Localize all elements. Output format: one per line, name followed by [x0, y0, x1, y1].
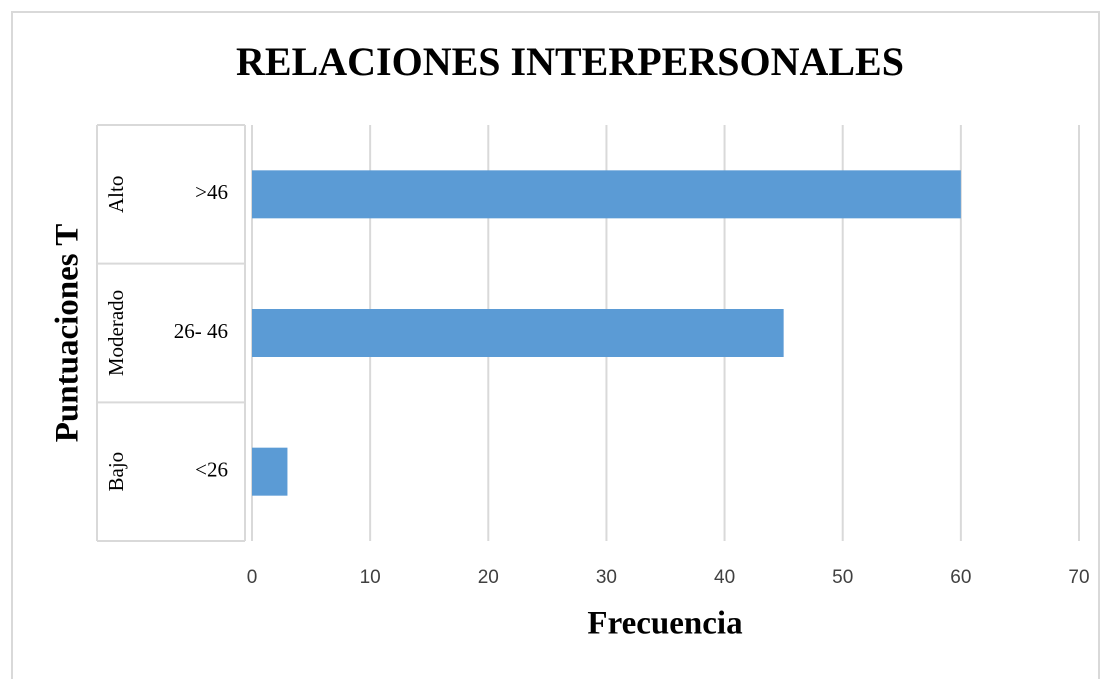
x-tick-label: 30	[596, 567, 617, 588]
y-tick-label: 26- 46	[174, 319, 228, 343]
group-label: Bajo	[104, 452, 128, 492]
bar	[252, 447, 288, 496]
chart-title: RELACIONES INTERPERSONALES	[236, 39, 904, 84]
x-tick-label: 60	[950, 567, 971, 588]
x-tick-label: 50	[832, 567, 853, 588]
x-tick-label: 70	[1068, 567, 1089, 588]
bar	[252, 170, 961, 219]
group-label: Alto	[104, 176, 128, 213]
y-tick-label: <26	[195, 457, 228, 481]
bar	[252, 309, 784, 357]
x-axis-label: Frecuencia	[587, 606, 742, 642]
y-tick-label: >46	[195, 180, 228, 204]
x-tick-label: 40	[714, 567, 735, 588]
x-tick-label: 0	[247, 567, 258, 588]
group-label: Moderado	[104, 290, 128, 376]
x-tick-label: 20	[478, 567, 499, 588]
y-axis-label: Puntuaciones T	[50, 224, 86, 443]
x-tick-label: 10	[360, 567, 381, 588]
